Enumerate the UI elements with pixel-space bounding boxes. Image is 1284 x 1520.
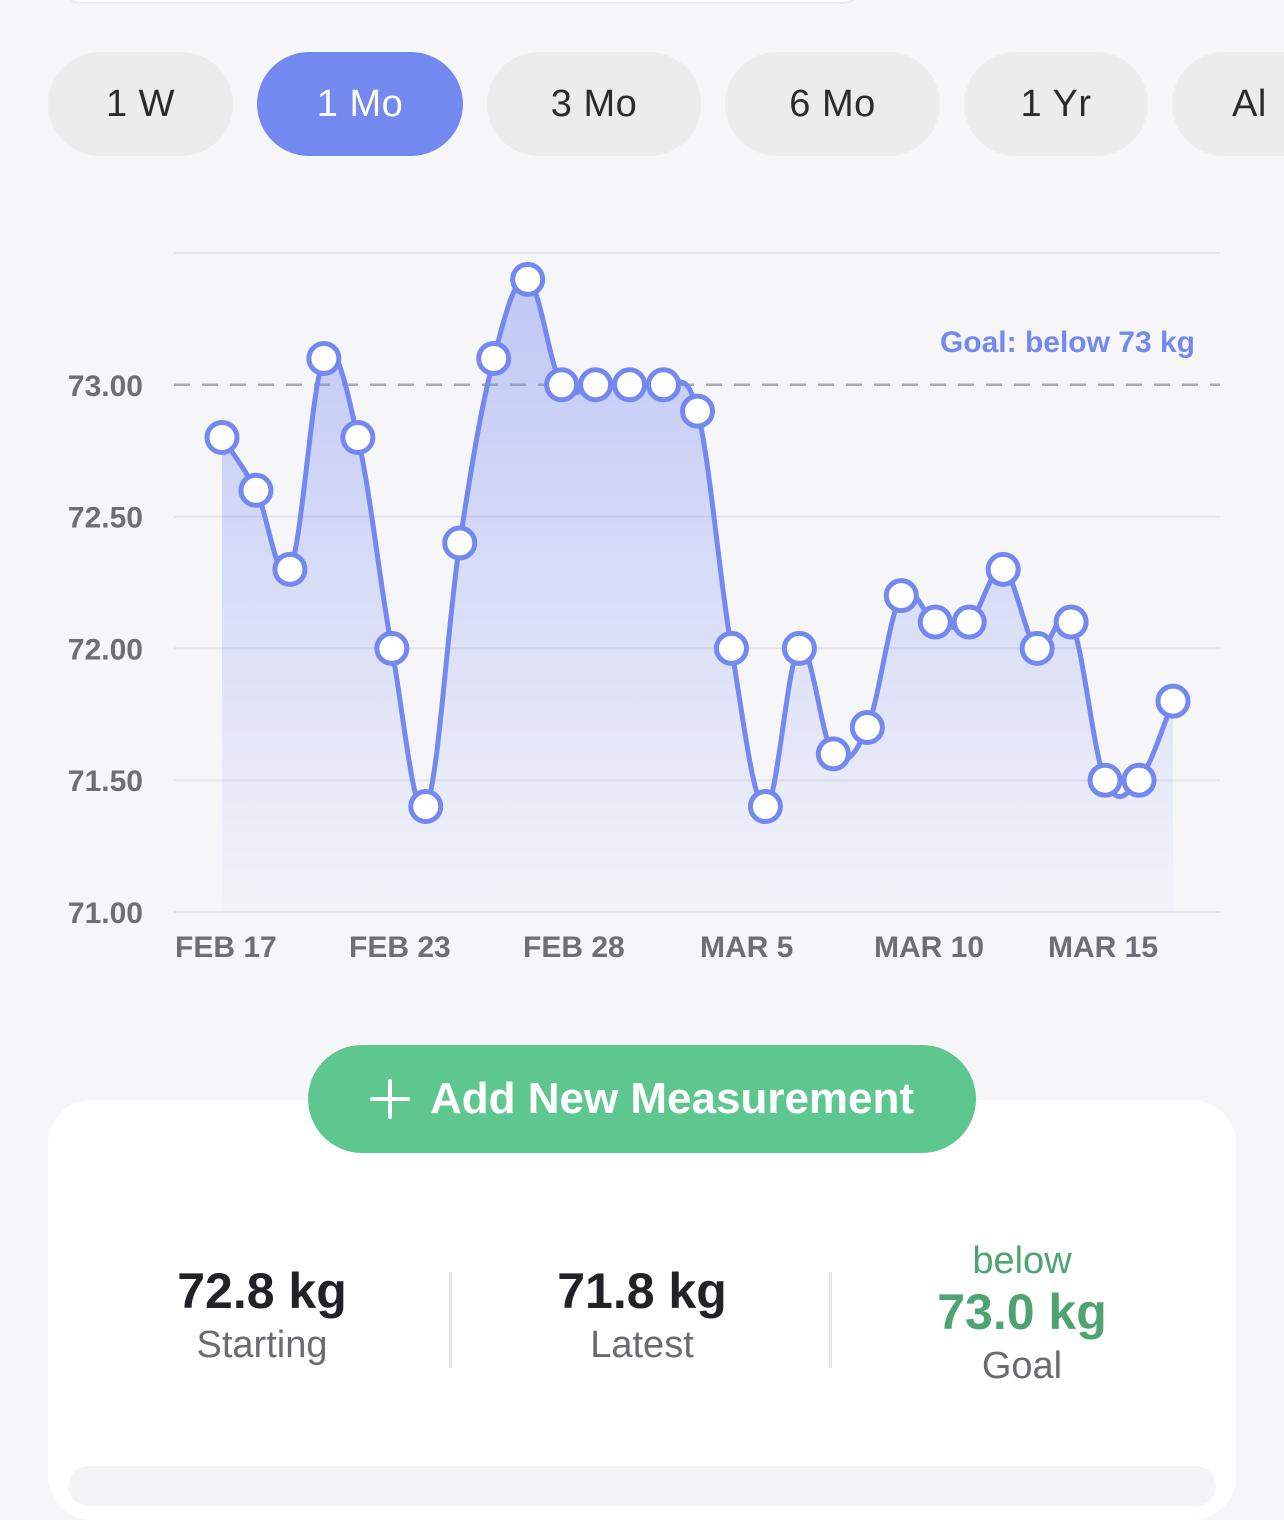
stat-divider (829, 1272, 832, 1368)
range-tab-1mo[interactable]: 1 Mo (257, 52, 463, 156)
time-range-selector: 1 W 1 Mo 3 Mo 6 Mo 1 Yr Al (0, 52, 1284, 156)
data-point (849, 709, 885, 745)
data-point (781, 630, 817, 666)
data-point (306, 340, 342, 376)
range-tab-1w[interactable]: 1 W (48, 52, 233, 156)
x-tick-label: FEB 23 (349, 931, 451, 964)
data-point (408, 789, 444, 825)
goal-stat: below 73.0 kg Goal (832, 1240, 1212, 1388)
data-point (238, 472, 274, 508)
data-point (204, 420, 240, 456)
x-tick-label: FEB 17 (175, 931, 277, 964)
data-point (442, 525, 478, 561)
data-point (340, 420, 376, 456)
y-tick-label: 72.00 (68, 633, 143, 666)
range-tab-3mo[interactable]: 3 Mo (487, 52, 701, 156)
add-measurement-label: Add New Measurement (429, 1074, 915, 1123)
data-point (985, 551, 1021, 587)
weight-area (222, 278, 1173, 912)
data-point (951, 604, 987, 640)
goal-label: Goal (981, 1345, 1063, 1387)
data-point (544, 367, 580, 403)
latest-value: 71.8 kg (557, 1263, 727, 1319)
data-point (578, 367, 614, 403)
data-point (1121, 762, 1157, 798)
goal-prefix: below (972, 1240, 1072, 1282)
data-point (646, 367, 682, 403)
range-tab-6mo[interactable]: 6 Mo (725, 52, 940, 156)
summary-card (48, 1100, 1236, 1520)
latest-stat: 71.8 kg Latest (452, 1262, 832, 1367)
data-point (1155, 683, 1191, 719)
weight-chart: 73.00 72.50 72.00 71.50 71.00 Goal: below 73 … (0, 200, 1284, 1000)
data-point (612, 367, 648, 403)
y-tick-label: 73.00 (68, 370, 143, 403)
data-point (815, 736, 851, 772)
y-tick-label: 71.50 (68, 765, 143, 798)
range-tab-1yr[interactable]: 1 Yr (964, 52, 1148, 156)
starting-value: 72.8 kg (177, 1263, 347, 1319)
starting-label: Starting (196, 1324, 328, 1366)
next-card-edge (68, 1466, 1216, 1506)
data-point (680, 393, 715, 429)
data-point (1019, 630, 1055, 666)
weight-chart-svg: 73.00 72.50 72.00 71.50 71.00 Goal: below 73 … (68, 252, 1220, 964)
goal-line-label: Goal: below 73 kg (940, 326, 1195, 359)
data-point (713, 630, 749, 666)
y-tick-label: 71.00 (68, 897, 143, 930)
data-point (1087, 762, 1123, 798)
top-card-edge (60, 0, 864, 4)
data-point (272, 551, 308, 587)
y-tick-label: 72.50 (68, 502, 143, 535)
goal-value: 73.0 kg (937, 1284, 1107, 1340)
data-point (883, 578, 919, 614)
data-point (476, 340, 512, 376)
plus-icon (369, 1079, 410, 1119)
stat-divider (449, 1272, 452, 1368)
data-point (747, 789, 783, 825)
data-point (510, 261, 546, 297)
data-point (374, 630, 410, 666)
x-tick-label: FEB 28 (523, 931, 625, 964)
x-tick-label: MAR 15 (1048, 931, 1158, 964)
data-point (1053, 604, 1089, 640)
starting-stat: 72.8 kg Starting (72, 1262, 452, 1367)
latest-label: Latest (590, 1324, 694, 1366)
range-tab-all[interactable]: Al (1172, 52, 1284, 156)
x-tick-label: MAR 5 (700, 931, 793, 964)
data-point (917, 604, 953, 640)
x-tick-label: MAR 10 (874, 931, 984, 964)
add-measurement-button[interactable]: Add New Measurement (308, 1045, 976, 1153)
